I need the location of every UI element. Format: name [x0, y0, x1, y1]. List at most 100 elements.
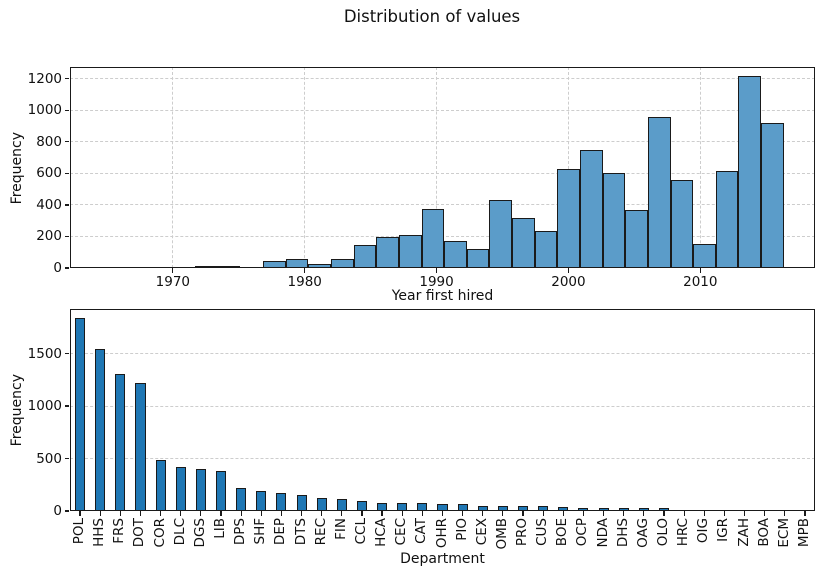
x-tickmark	[381, 511, 383, 516]
bar	[195, 468, 206, 511]
bar	[115, 374, 126, 511]
x-tick-label: 1970	[155, 274, 191, 290]
bar	[578, 507, 589, 511]
y-tickmark	[64, 172, 69, 174]
y-gridline	[70, 78, 815, 80]
x-gridline	[699, 67, 701, 268]
x-tickmark	[321, 511, 323, 516]
histogram-bar	[715, 171, 739, 268]
bar	[618, 508, 629, 511]
category-tick-label: CUS	[534, 518, 551, 546]
x-tickmark	[703, 511, 705, 516]
category-tick-label: LIB	[212, 518, 228, 539]
x-tick-label: 1990	[419, 274, 454, 290]
x-gridline	[304, 67, 306, 268]
x-gridline	[172, 67, 174, 268]
y-gridline	[70, 353, 815, 355]
x-tickmark	[784, 511, 786, 516]
category-tick-label: BOE	[554, 518, 571, 547]
x-tick-label: 2000	[551, 274, 586, 290]
bar	[256, 491, 267, 511]
bar	[417, 503, 428, 511]
y-tickmark	[64, 235, 69, 238]
x-tickmark	[663, 511, 665, 516]
histogram-y-axis-label: Frequency	[9, 132, 25, 205]
y-tickmark	[64, 405, 69, 407]
x-tickmark	[462, 511, 464, 516]
y-tickmark	[64, 352, 69, 355]
y-gridline	[70, 458, 815, 460]
x-tickmark	[804, 511, 806, 516]
y-tick-label: 800	[36, 133, 62, 150]
category-tick-label: DTS	[292, 518, 309, 546]
bar	[457, 504, 468, 511]
x-tickmark	[683, 511, 685, 516]
histogram-bar	[557, 169, 581, 268]
x-tickmark	[623, 511, 625, 516]
x-tickmark	[582, 511, 585, 516]
x-tickmark	[502, 511, 504, 516]
x-tickmark	[435, 268, 438, 273]
x-tickmark	[160, 511, 162, 516]
y-tickmark	[64, 78, 69, 80]
barchart-x-axis-label: Department	[400, 551, 485, 567]
x-tickmark	[441, 511, 444, 516]
y-tick-label: 1000	[27, 102, 62, 119]
y-tick-label: 600	[36, 165, 62, 182]
histogram-bar	[421, 209, 445, 268]
histogram-x-axis-label: Year first hired	[391, 288, 494, 304]
y-tick-label: 1000	[27, 398, 62, 415]
x-tickmark	[699, 268, 701, 273]
y-gridline	[70, 109, 815, 111]
histogram-bar	[693, 243, 716, 268]
barchart-axes: 0 500 1000 1500 POL HHS FRS DOT COR DLC DGS LIB DPS S…	[28, 309, 815, 550]
bar	[316, 497, 327, 511]
x-tickmark	[200, 511, 202, 516]
category-tick-label: OMB	[493, 518, 510, 550]
bar	[215, 471, 227, 511]
y-tick-label: 200	[36, 228, 62, 245]
x-gridline	[436, 67, 438, 268]
histogram-bar	[398, 234, 422, 268]
category-tick-label: BOA	[755, 518, 772, 547]
category-tick-label: CCL	[352, 518, 369, 545]
category-tick-label: HHS	[91, 518, 108, 547]
histogram-bar	[127, 266, 150, 268]
y-tick-label: 400	[36, 196, 62, 213]
category-tick-label: ECM	[775, 518, 792, 548]
histogram-bar	[331, 259, 354, 268]
x-tickmark	[482, 511, 484, 516]
y-tickmark	[64, 510, 69, 512]
bar	[477, 505, 488, 511]
category-tick-label: ZAH	[735, 518, 752, 547]
category-tick-label: FIN	[332, 518, 349, 540]
x-tickmark	[361, 511, 363, 516]
category-tick-label: OLO	[654, 518, 671, 547]
histogram-bar	[285, 258, 309, 268]
y-tick-label: 1500	[27, 345, 62, 362]
x-tickmark	[172, 268, 174, 273]
bar	[558, 506, 569, 511]
bar	[155, 459, 166, 511]
category-tick-label: HRC	[675, 518, 692, 547]
x-tickmark	[522, 511, 524, 516]
category-tick-label: OAG	[634, 518, 651, 548]
x-tickmark	[304, 268, 306, 273]
category-tick-label: COR	[151, 518, 168, 548]
x-tickmark	[743, 511, 746, 516]
histogram-bar	[466, 249, 490, 268]
histogram-bar	[602, 173, 626, 268]
bar	[638, 508, 649, 511]
category-tick-label: OHR	[433, 518, 450, 549]
bar	[75, 317, 86, 511]
bar	[236, 487, 247, 511]
histogram-bar	[444, 241, 467, 268]
x-tickmark	[119, 511, 121, 516]
x-tickmark	[562, 511, 564, 516]
category-tick-label: NDA	[594, 518, 611, 548]
y-gridline	[70, 204, 815, 206]
histogram-bar	[625, 209, 648, 268]
bar	[296, 495, 307, 511]
histogram-bar	[534, 230, 558, 268]
histogram-bar	[761, 122, 784, 268]
